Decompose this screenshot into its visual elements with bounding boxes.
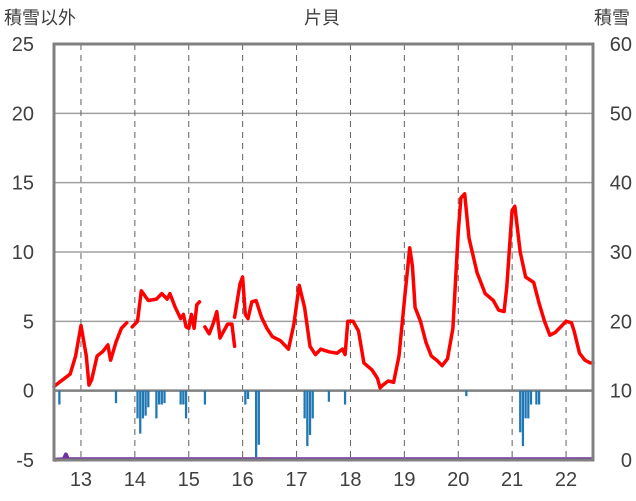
- y-right-tick-label: 30: [610, 242, 632, 264]
- precipitation-bar: [306, 390, 309, 447]
- precipitation-bar: [246, 390, 250, 399]
- x-tick-label: 19: [393, 469, 415, 491]
- precipitation-bar: [244, 390, 247, 405]
- temperature-segment: [52, 320, 129, 389]
- y-left-tick-label: 15: [12, 173, 34, 195]
- precipitation-bar: [182, 390, 185, 405]
- precipitation-bar: [527, 390, 530, 419]
- precipitation-bar: [136, 390, 139, 419]
- precipitation-bar: [465, 390, 468, 397]
- y-right-tick-label: 60: [610, 34, 632, 56]
- precipitation-bar: [308, 390, 312, 436]
- x-tick-label: 20: [447, 469, 469, 491]
- precipitation-bar: [521, 390, 525, 447]
- left-axis-label: 積雪以外: [4, 8, 76, 29]
- precipitation-bar: [144, 390, 147, 416]
- temperature-segment: [130, 289, 202, 331]
- x-tick-label: 22: [555, 469, 577, 491]
- precipitation-bar: [147, 390, 150, 408]
- right-axis-ticks: 0 10 20 30 40 50 60: [610, 34, 632, 472]
- precipitation-bar: [114, 390, 118, 404]
- precipitation-bar: [203, 390, 207, 405]
- y-left-tick-label: 25: [12, 34, 34, 56]
- x-tick-label: 15: [178, 469, 200, 491]
- precipitation-bar: [327, 390, 331, 402]
- precipitation-bar: [257, 390, 260, 445]
- y-right-tick-label: 10: [610, 381, 632, 403]
- y-left-tick-label: 20: [12, 103, 34, 125]
- precipitation-bars: [58, 390, 541, 458]
- precipitation-bar: [163, 390, 166, 404]
- precipitation-bar: [529, 390, 533, 405]
- x-tick-label: 21: [501, 469, 523, 491]
- x-tick-label: 16: [232, 469, 254, 491]
- precipitation-bar: [311, 390, 314, 419]
- precipitation-bar: [343, 390, 347, 405]
- precipitation-bar: [303, 390, 306, 419]
- x-tick-label: 14: [124, 469, 146, 491]
- precipitation-bar: [179, 390, 182, 405]
- right-axis-label: 積雪: [594, 8, 630, 29]
- y-left-tick-label: 5: [23, 311, 34, 333]
- x-tick-label: 13: [70, 469, 92, 491]
- x-tick-label: 18: [339, 469, 361, 491]
- precipitation-bar: [58, 390, 61, 405]
- y-right-tick-label: 40: [610, 173, 632, 195]
- precipitation-bar: [254, 390, 258, 458]
- precipitation-bar: [160, 390, 163, 405]
- temperature-segment: [232, 192, 595, 390]
- precipitation-bar: [519, 390, 522, 433]
- x-tick-label: 17: [285, 469, 307, 491]
- precipitation-bar: [537, 390, 541, 405]
- y-right-tick-label: 0: [621, 450, 632, 472]
- y-left-tick-label: 0: [23, 381, 34, 403]
- y-right-tick-label: 20: [610, 311, 632, 333]
- precipitation-bar: [157, 390, 161, 405]
- chart-title: 片貝: [304, 8, 340, 29]
- precipitation-bar: [535, 390, 538, 405]
- left-axis-ticks: -5 0 5 10 15 20 25: [12, 34, 34, 472]
- precipitation-bar: [141, 390, 145, 419]
- precipitation-bar: [139, 390, 142, 434]
- precipitation-bar: [155, 390, 158, 419]
- grid-lines: [54, 43, 593, 461]
- temperature-segment: [203, 309, 237, 349]
- temperature-line: [52, 192, 595, 390]
- precipitation-bar: [524, 390, 527, 419]
- y-left-tick-label: -5: [16, 450, 34, 472]
- precipitation-bar: [184, 390, 188, 419]
- y-left-tick-label: 10: [12, 242, 34, 264]
- plot-frame: [52, 42, 595, 462]
- y-right-tick-label: 50: [610, 103, 632, 125]
- x-axis-ticks: 13 14 15 16 17 18 19 20 21 22: [70, 469, 577, 491]
